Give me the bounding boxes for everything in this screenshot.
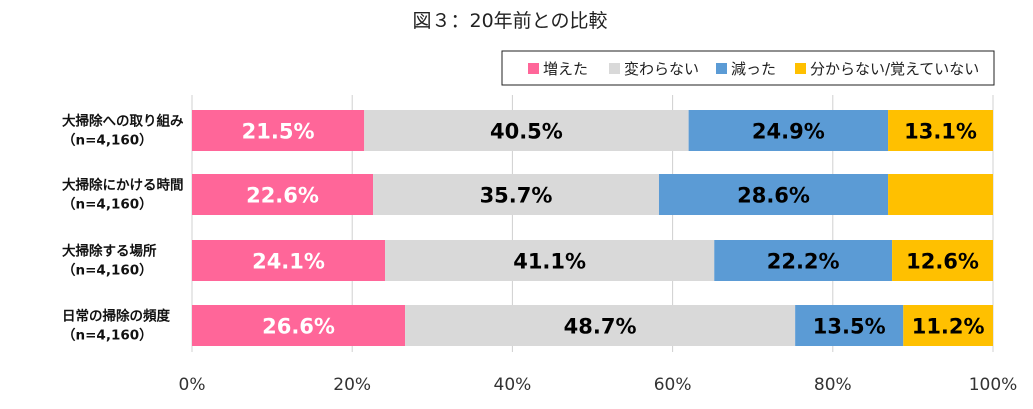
legend-entry: 増えた [543,60,588,78]
chart-title: 図３：20年前との比較 [413,10,608,32]
data-label: 13.5% [813,315,886,339]
bar-segment [192,240,386,281]
bar-segment [192,110,365,151]
category-label: 大掃除への取り組み [62,113,184,130]
category-label: 日常の掃除の頻度 [62,308,170,325]
data-label: 22.6% [246,184,319,208]
data-label: 35.7% [480,184,553,208]
bar-segment [714,240,893,281]
bar-segment [373,174,659,215]
bar-segment [385,240,715,281]
bar-segment [795,305,904,346]
x-tick-label: 0% [179,375,206,395]
data-label: 40.5% [490,120,563,144]
x-axis-ticks: 0% 20% 40% 60% 80% 100% [179,375,1018,395]
legend-entry: 減った [731,60,776,78]
bar-segment [888,110,993,151]
category-label: 大掃除する場所 [62,243,157,260]
legend: 増えた 変わらない 減った 分からない/覚えていない [528,60,979,78]
bar-segment [192,174,374,215]
legend-box [501,50,995,86]
legend-swatch [716,63,727,74]
data-label: 24.1% [252,250,325,274]
data-label: 26.6% [262,315,335,339]
category-label: 大掃除にかける時間 [62,177,184,194]
x-tick-label: 80% [814,375,852,395]
category-label: （n=4,160） [62,328,153,344]
data-label: 12.6% [906,250,979,274]
bar-segment [405,305,796,346]
bar-segment [903,305,993,346]
data-label: 13.1% [904,120,977,144]
bar-segment [658,174,889,215]
bars: 21.5% 40.5% 24.9% 13.1% 22.6% 35.7% 28.6% 24.1%… [192,110,993,346]
category-label: （n=4,160） [62,197,153,213]
legend-entry: 分からない/覚えていない [810,60,979,78]
legend-swatch [795,63,806,74]
bar-segment [364,110,689,151]
data-label: 48.7% [564,315,637,339]
bar-segment [888,174,993,215]
x-tick-label: 40% [494,375,532,395]
legend-entry: 変わらない [624,60,699,78]
data-label: 41.1% [513,250,586,274]
category-label: （n=4,160） [62,133,153,149]
legend-swatch [528,63,539,74]
bar-segment [688,110,889,151]
data-label: 24.9% [752,120,825,144]
x-tick-label: 20% [333,375,371,395]
data-label: 28.6% [737,184,810,208]
data-label: 22.2% [767,250,840,274]
legend-swatch [609,63,620,74]
bar-segment [192,305,406,346]
bar-segment [892,240,993,281]
x-tick-label: 100% [969,375,1018,395]
data-label: 21.5% [242,120,315,144]
category-labels: 大掃除への取り組み （n=4,160） 大掃除にかける時間 （n=4,160） 大掃除す… [62,113,184,344]
category-label: （n=4,160） [62,263,153,279]
x-tick-label: 60% [654,375,692,395]
data-label: 11.2% [912,315,985,339]
